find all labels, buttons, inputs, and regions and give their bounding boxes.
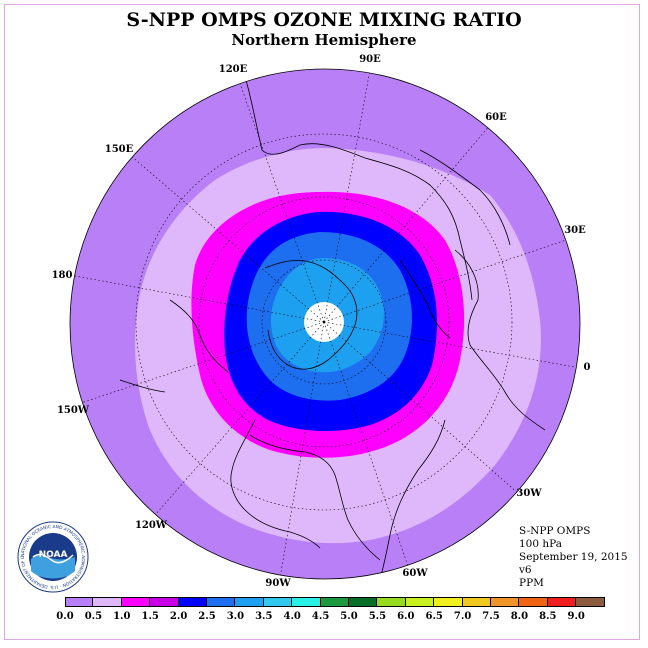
colorbar-tick-label: 6.5 xyxy=(425,611,443,622)
colorbar-swatch xyxy=(207,597,236,607)
map-subtitle: Northern Hemisphere xyxy=(231,31,417,49)
lon-label-30w: 30W xyxy=(516,488,542,499)
colorbar-swatch xyxy=(93,597,122,607)
colorbar-tick-label: 2.5 xyxy=(198,611,216,622)
colorbar-swatch xyxy=(292,597,321,607)
colorbar-swatch xyxy=(547,597,577,607)
info-instrument: S-NPP OMPS xyxy=(519,525,591,537)
colorbar-tick-label: 8.5 xyxy=(539,611,557,622)
colorbar-tick-label: 4.5 xyxy=(311,611,330,622)
colorbar-swatch xyxy=(434,597,463,607)
colorbar-tick-label: 5.5 xyxy=(368,611,387,622)
colorbar-swatch xyxy=(405,597,435,607)
colorbar-tick-label: 7.0 xyxy=(453,611,472,622)
colorbar-swatch xyxy=(519,597,548,607)
lon-label-60e: 60E xyxy=(485,112,507,123)
lon-label-30e: 30E xyxy=(564,225,586,236)
colorbar-tick-label: 1.0 xyxy=(113,611,131,622)
colorbar-tick-label: 8.0 xyxy=(510,611,529,622)
colorbar-tick-label: 6.0 xyxy=(397,611,415,622)
info-version: v6 xyxy=(519,564,532,576)
colorbar-tick-label: 4.0 xyxy=(283,611,301,622)
colorbar-tick-label: 3.5 xyxy=(255,611,273,622)
info-date: September 19, 2015 xyxy=(519,551,628,563)
colorbar-tick-label: 7.5 xyxy=(482,611,500,622)
colorbar-tick-label: 0.0 xyxy=(56,611,74,622)
lon-label-90w: 90W xyxy=(265,578,291,589)
lon-label-60w: 60W xyxy=(402,568,428,579)
colorbar-swatch xyxy=(462,597,491,607)
graticule xyxy=(70,69,580,579)
lon-label-180: 180 xyxy=(52,270,73,281)
colorbar-swatch xyxy=(491,597,520,607)
colorbar-tick-label: 9.0 xyxy=(567,611,585,622)
figure-frame xyxy=(4,4,640,640)
map-title: S-NPP OMPS OZONE MIXING RATIO xyxy=(126,9,522,31)
colorbar-swatch xyxy=(178,597,207,607)
lon-label-120e: 120E xyxy=(219,64,248,75)
colorbar-swatch xyxy=(65,597,94,607)
colorbar-swatch xyxy=(121,597,151,607)
lon-label-0: 0 xyxy=(584,362,591,373)
map-boundary xyxy=(69,68,581,580)
colorbar-swatch xyxy=(377,597,406,607)
colorbar-swatch xyxy=(263,597,293,607)
noaa-logo: NOAA NATIONAL OCEANIC AND ATMOSPHERIC AD… xyxy=(17,521,89,593)
lon-label-150w: 150W xyxy=(57,405,90,416)
colorbar-swatch xyxy=(576,597,605,607)
info-units: PPM xyxy=(519,577,544,589)
colorbar-swatch xyxy=(320,597,349,607)
lon-label-90e: 90E xyxy=(359,54,381,65)
lon-label-150e: 150E xyxy=(105,144,134,155)
colorbar-swatch xyxy=(150,597,179,607)
colorbar-tick-label: 0.5 xyxy=(84,611,103,622)
colorbar-swatch xyxy=(349,597,378,607)
lon-label-120w: 120W xyxy=(135,520,168,531)
colorbar-swatch xyxy=(235,597,264,607)
colorbar-tick-label: 3.0 xyxy=(226,611,245,622)
info-pressure-level: 100 hPa xyxy=(519,538,562,550)
colorbar-tick-label: 1.5 xyxy=(141,611,159,622)
noaa-logo-lettering: NOAA xyxy=(39,550,68,560)
colorbar-tick-label: 5.0 xyxy=(340,611,358,622)
colorbar-tick-label: 2.0 xyxy=(169,611,188,622)
